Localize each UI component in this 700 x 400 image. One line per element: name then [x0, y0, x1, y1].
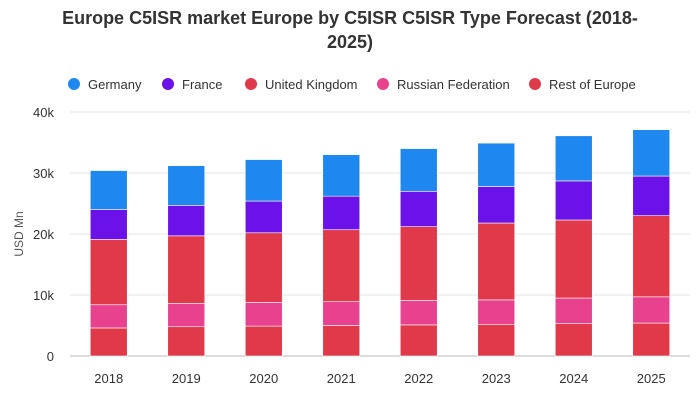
bar-united-kingdom: [322, 229, 361, 303]
bar-russian-federation: [632, 296, 671, 324]
legend-swatch: [162, 78, 174, 90]
x-tick-label: 2020: [249, 371, 278, 386]
bar-rest-of-europe: [89, 327, 128, 357]
legend-swatch: [377, 78, 389, 90]
bar-rest-of-europe: [244, 325, 283, 357]
bar-france: [322, 195, 361, 231]
bar-france: [477, 186, 516, 224]
legend-item-rest-of-europe[interactable]: Rest of Europe: [529, 74, 636, 94]
chart-title-line-1: Europe C5ISR market Europe by C5ISR C5IS…: [62, 8, 638, 28]
legend-item-france[interactable]: France: [162, 74, 222, 94]
y-tick-label: 40k: [33, 105, 54, 120]
y-tick-label: 0: [47, 349, 54, 364]
y-tick-label: 20k: [33, 227, 54, 242]
legend-label: Russian Federation: [397, 76, 510, 92]
chart-title-line-2: 2025): [326, 32, 374, 52]
y-axis-label: USD Mn: [12, 211, 26, 256]
bar-germany: [322, 154, 361, 197]
bar-russian-federation: [399, 300, 438, 326]
bar-united-kingdom: [399, 226, 438, 301]
x-tick-label: 2023: [482, 371, 511, 386]
bar-russian-federation: [244, 302, 283, 327]
bar-united-kingdom: [554, 219, 593, 299]
legend-swatch: [529, 78, 541, 90]
legend-item-united-kingdom[interactable]: United Kingdom: [245, 74, 358, 94]
x-tick-label: 2019: [172, 371, 201, 386]
bar-rest-of-europe: [322, 325, 361, 357]
bar-germany: [477, 142, 516, 187]
bar-france: [89, 209, 128, 240]
bar-france: [399, 191, 438, 227]
x-tick-label: 2022: [404, 371, 433, 386]
x-tick-label: 2024: [559, 371, 588, 386]
bar-rest-of-europe: [399, 324, 438, 357]
legend-swatch: [68, 78, 80, 90]
bar-rest-of-europe: [554, 323, 593, 357]
bar-russian-federation: [322, 301, 361, 326]
bar-germany: [167, 165, 206, 206]
bar-rest-of-europe: [477, 323, 516, 357]
bar-germany: [399, 148, 438, 192]
bar-russian-federation: [477, 299, 516, 325]
bar-rest-of-europe: [632, 322, 671, 357]
bar-france: [554, 180, 593, 221]
x-tick-label: 2021: [327, 371, 356, 386]
bar-france: [167, 205, 206, 237]
bar-france: [244, 200, 283, 234]
legend-item-germany[interactable]: Germany: [68, 74, 141, 94]
bar-germany: [244, 159, 283, 202]
bar-rest-of-europe: [167, 326, 206, 357]
legend-label: United Kingdom: [265, 76, 358, 92]
chart-title: Europe C5ISR market Europe by C5ISR C5IS…: [0, 6, 700, 54]
bar-germany: [89, 170, 128, 210]
bar-germany: [632, 129, 671, 177]
bar-united-kingdom: [244, 232, 283, 303]
bar-united-kingdom: [167, 235, 206, 304]
chart-legend: Germany France United Kingdom Russian Feder…: [0, 74, 700, 94]
bar-united-kingdom: [477, 222, 516, 301]
bar-united-kingdom: [89, 239, 128, 306]
bar-russian-federation: [554, 297, 593, 324]
legend-label: Germany: [88, 76, 142, 92]
bar-russian-federation: [89, 304, 128, 329]
bar-germany: [554, 135, 593, 182]
bar-united-kingdom: [632, 215, 671, 298]
legend-swatch: [245, 78, 257, 90]
y-tick-label: 10k: [33, 288, 54, 303]
y-tick-label: 30k: [33, 166, 54, 181]
legend-label: France: [182, 76, 223, 92]
bar-france: [632, 175, 671, 217]
x-tick-label: 2025: [637, 371, 666, 386]
legend-label: Rest of Europe: [549, 76, 636, 92]
x-tick-label: 2018: [94, 371, 123, 386]
legend-item-russian-federation[interactable]: Russian Federation: [377, 74, 510, 94]
bar-russian-federation: [167, 303, 206, 328]
